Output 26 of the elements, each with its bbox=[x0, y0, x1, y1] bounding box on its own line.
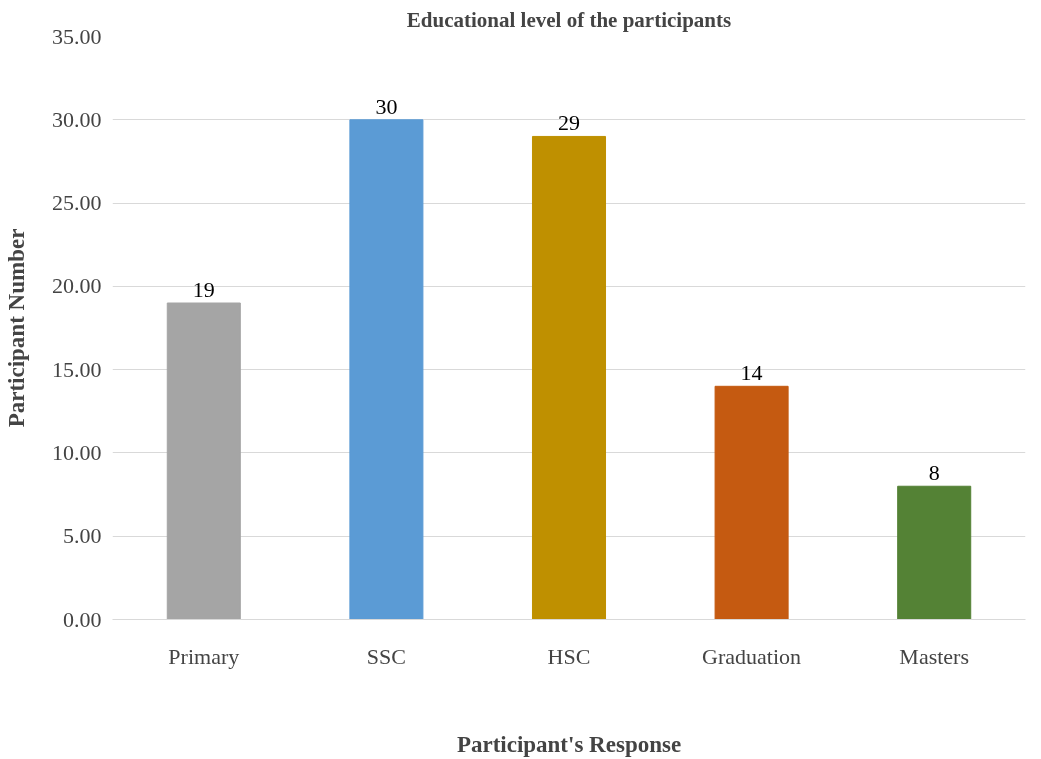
x-tick-label: Primary bbox=[168, 643, 240, 669]
data-label: 29 bbox=[558, 110, 580, 136]
x-tick-label: Masters bbox=[899, 643, 970, 669]
data-label: 8 bbox=[928, 460, 940, 486]
bar bbox=[349, 119, 424, 620]
y-tick-label: 5.00 bbox=[63, 523, 102, 549]
x-tick-label: Graduation bbox=[702, 643, 802, 669]
y-tick-label: 10.00 bbox=[52, 439, 102, 465]
x-tick-label: HSC bbox=[547, 643, 591, 669]
y-tick-label: 30.00 bbox=[52, 106, 102, 132]
data-label: 14 bbox=[740, 360, 763, 386]
x-axis-title: Participant's Response bbox=[456, 731, 682, 757]
data-label: 19 bbox=[192, 277, 215, 303]
bar bbox=[531, 135, 607, 620]
bar bbox=[714, 385, 789, 620]
y-tick-label: 15.00 bbox=[52, 356, 102, 382]
y-axis-title: Participant Number bbox=[4, 228, 29, 428]
bar bbox=[166, 302, 241, 620]
data-label: 30 bbox=[375, 93, 398, 119]
y-tick-label: 0.00 bbox=[63, 606, 102, 632]
bar bbox=[897, 485, 972, 620]
y-tick-label: 35.00 bbox=[52, 23, 102, 49]
x-tick-label: SSC bbox=[366, 643, 406, 669]
y-tick-label: 25.00 bbox=[52, 190, 102, 216]
y-tick-label: 20.00 bbox=[52, 273, 102, 299]
chart-title: Educational level of the participants bbox=[406, 7, 732, 32]
